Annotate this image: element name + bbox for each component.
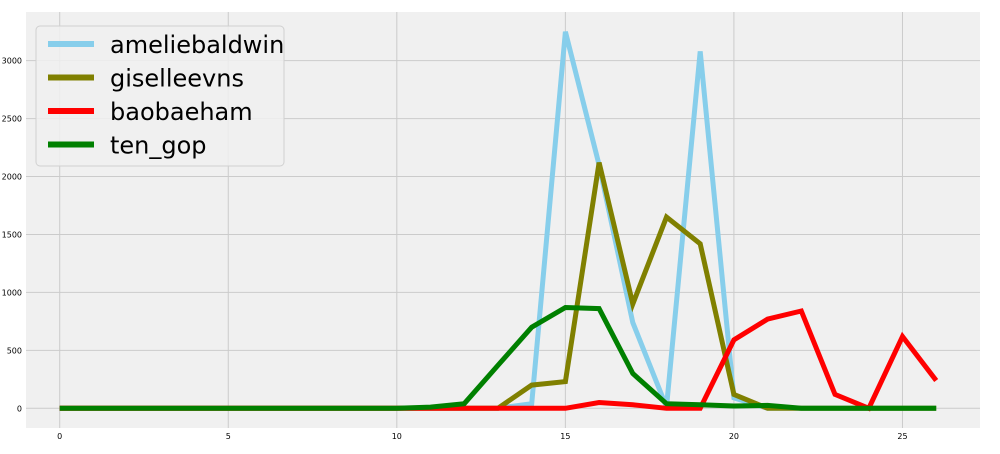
y-tick-label: 500: [7, 346, 22, 355]
legend-box: [35, 25, 285, 167]
y-tick-label: 3000: [2, 57, 22, 66]
x-tick-label: 10: [392, 432, 402, 441]
x-tick-label: 15: [560, 432, 570, 441]
y-tick-label: 1500: [2, 230, 22, 239]
x-tick-label: 0: [57, 432, 62, 441]
y-tick-label: 1000: [2, 288, 22, 297]
x-tick-label: 5: [226, 432, 231, 441]
y-tick-label: 0: [17, 404, 22, 413]
legend: ameliebaldwin giselleevns baobaeham ten_gop: [35, 25, 285, 167]
series-line-ten_gop: [59, 304, 937, 411]
legend-label: giselleevns: [110, 65, 244, 93]
legend-label: ten_gop: [110, 132, 207, 160]
series-lines: [59, 31, 939, 412]
x-tick-label: 20: [729, 432, 739, 441]
x-tick-label: 25: [897, 432, 907, 441]
x-tick-labels: 0 5 10 15 20 25: [57, 432, 907, 441]
legend-entries: ameliebaldwin giselleevns baobaeham ten_gop: [48, 31, 284, 160]
legend-label: baobaeham: [110, 98, 253, 126]
legend-label: ameliebaldwin: [110, 31, 284, 59]
y-tick-label: 2500: [2, 115, 22, 124]
y-tick-label: 2000: [2, 173, 22, 182]
y-tick-labels: 0 500 1000 1500 2000 2500 3000: [2, 57, 22, 414]
